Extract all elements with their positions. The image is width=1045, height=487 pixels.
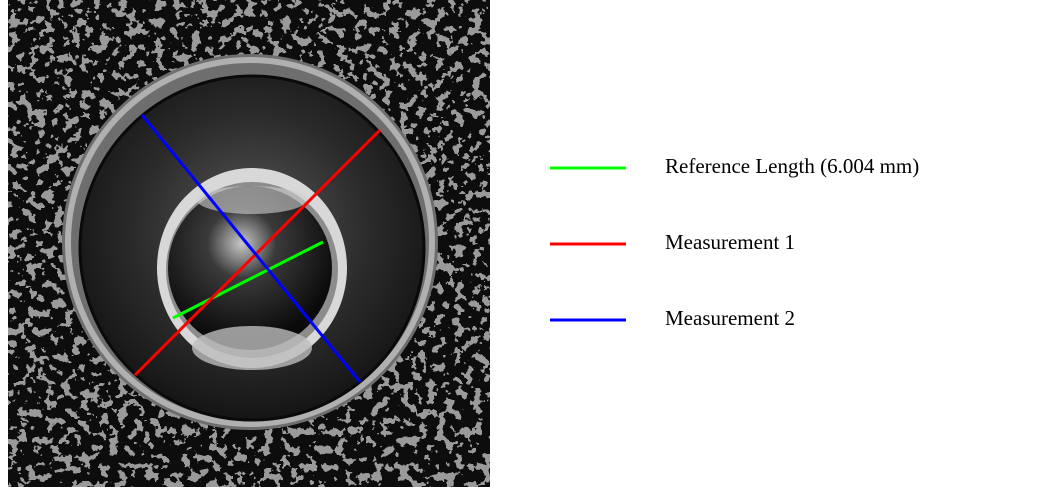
photo	[8, 0, 490, 487]
legend: Reference Length (6.004 mm) Measurement 1…	[550, 154, 919, 330]
legend-label: Measurement 1	[665, 230, 795, 254]
measurement-2-line	[140, 114, 362, 383]
measurement-1-line	[133, 128, 382, 377]
reference-line	[172, 240, 324, 320]
measurement-lines	[133, 114, 382, 383]
legend-label: Measurement 2	[665, 306, 795, 330]
legend-label: Reference Length (6.004 mm)	[665, 154, 919, 178]
